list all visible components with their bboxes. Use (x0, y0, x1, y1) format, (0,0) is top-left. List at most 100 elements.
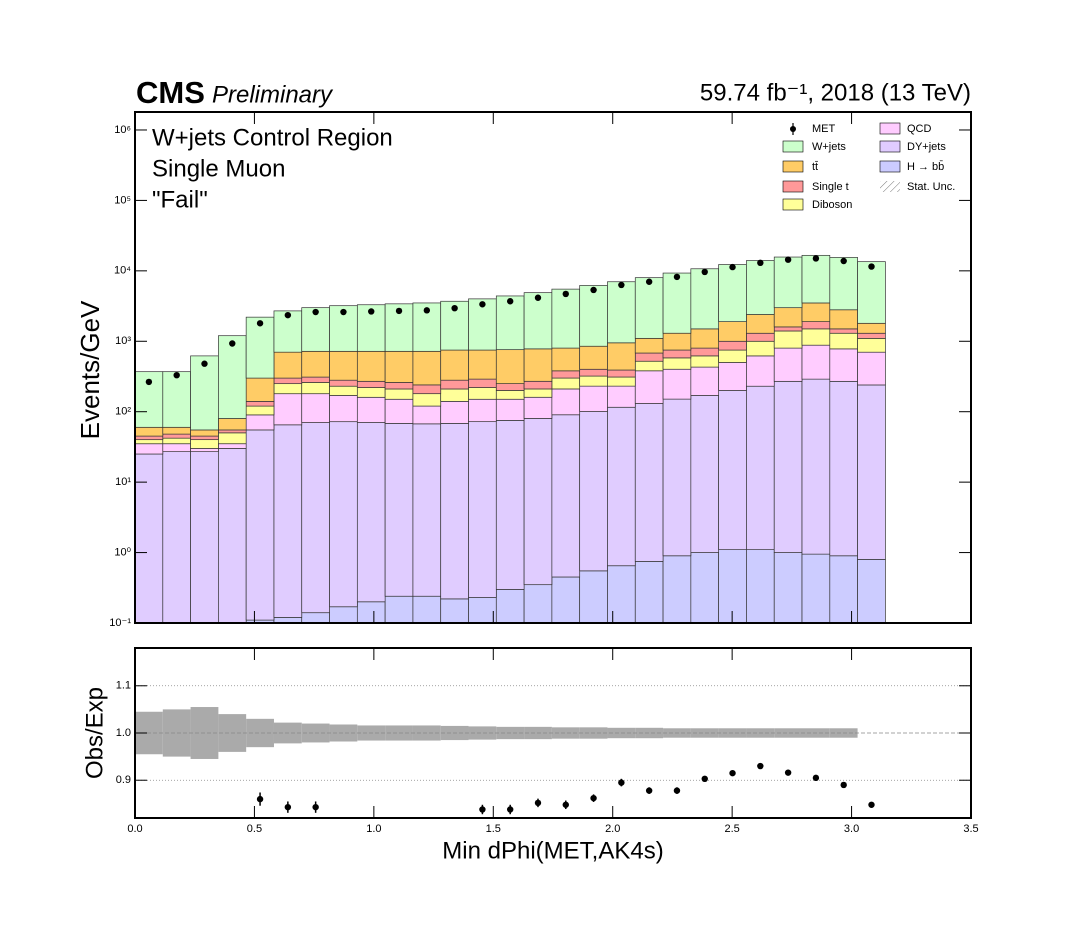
uncertainty-band (329, 724, 358, 742)
histogram-segment (857, 384, 886, 560)
histogram-segment (551, 414, 581, 578)
histogram-segment (301, 382, 330, 395)
histogram-segment (468, 398, 497, 423)
histogram-segment (412, 350, 442, 386)
histogram-segment (773, 330, 803, 349)
histogram-segment (690, 395, 719, 553)
histogram-segment (801, 553, 831, 623)
histogram-segment (746, 314, 775, 334)
histogram-segment (384, 398, 414, 424)
data-point (562, 290, 569, 298)
data-point (673, 273, 681, 281)
histogram-segment (579, 345, 608, 370)
histogram-segment (718, 349, 747, 363)
data-point (784, 256, 792, 263)
histogram-segment (273, 351, 303, 379)
uncertainty-band (690, 728, 719, 738)
data-point (256, 320, 264, 327)
legend-marker (879, 140, 901, 153)
data-point (145, 378, 153, 386)
histogram-segment (801, 344, 831, 380)
histogram-segment (829, 555, 858, 623)
ratio-point (479, 806, 486, 813)
histogram-segment (746, 549, 775, 623)
histogram-segment (551, 288, 581, 349)
histogram-segment (690, 328, 719, 349)
y-tick-label: 10⁰ (114, 546, 131, 558)
x-tick-label: 2.5 (724, 823, 739, 835)
histogram-segment (162, 371, 191, 428)
legend-marker (879, 160, 901, 173)
histogram-segment (551, 388, 581, 416)
histogram-segment (468, 421, 497, 598)
histogram-segment (801, 321, 831, 330)
annotation: W+jets Control Region (152, 124, 393, 151)
histogram-segment (523, 418, 553, 586)
histogram-segment (495, 398, 525, 421)
histogram-segment (579, 375, 608, 387)
histogram-segment (523, 348, 553, 382)
histogram-segment (301, 350, 330, 378)
histogram-segment (773, 347, 803, 382)
ratio-point (645, 787, 653, 794)
histogram-segment (801, 302, 831, 322)
ratio-point (868, 801, 875, 808)
histogram-segment (829, 332, 858, 350)
data-point (423, 307, 431, 314)
histogram-segment (440, 388, 469, 402)
histogram-segment (495, 295, 525, 351)
histogram-segment (218, 429, 247, 434)
x-tick-label: 2.0 (605, 823, 620, 835)
data-point (451, 304, 458, 312)
histogram-segment (634, 277, 664, 339)
ratio-y-axis-label: Obs/Exp (81, 687, 108, 779)
data-point (506, 298, 514, 305)
histogram-segment (135, 453, 164, 623)
histogram-segment (801, 328, 831, 346)
histogram-segment (773, 256, 803, 309)
histogram-segment (384, 350, 414, 383)
legend-label: QCD (907, 123, 932, 135)
histogram-segment (135, 426, 164, 437)
histogram-segment (523, 292, 553, 350)
histogram-segment (746, 340, 775, 357)
histogram-segment (718, 549, 747, 623)
histogram-segment (746, 260, 775, 315)
histogram-segment (746, 385, 775, 551)
data-point (229, 340, 236, 347)
plot-frame (134, 111, 972, 624)
histogram-segment (634, 370, 664, 404)
histogram-segment (662, 349, 692, 359)
histogram-segment (468, 378, 497, 388)
histogram-segment (440, 349, 469, 381)
histogram-segment (634, 352, 664, 362)
uncertainty-band (774, 728, 803, 738)
histogram-segment (523, 396, 553, 419)
legend-marker (880, 181, 900, 192)
data-point (757, 259, 764, 267)
x-tick-label: 3.5 (963, 823, 978, 835)
histogram-segment (245, 429, 275, 621)
data-point (340, 308, 347, 316)
histogram-segment (190, 448, 219, 453)
histogram-segment (829, 257, 858, 311)
histogram-segment (190, 451, 219, 623)
histogram-segment (579, 570, 608, 623)
y-axis-label: Events/GeV (75, 300, 105, 439)
histogram-segment (329, 395, 358, 423)
x-tick-label: 1.5 (486, 823, 501, 835)
ratio-point (618, 779, 625, 786)
histogram-segment (412, 405, 442, 425)
legend-marker (782, 198, 804, 211)
histogram-segment (162, 437, 191, 445)
histogram-segment (690, 552, 719, 623)
legend-marker (879, 122, 901, 135)
histogram-segment (356, 387, 386, 398)
histogram-segment (329, 350, 358, 381)
histogram-segment (135, 439, 164, 445)
histogram-segment (301, 422, 330, 614)
histogram-segment (801, 254, 831, 304)
histogram-segment (468, 597, 497, 623)
histogram-segment (718, 264, 747, 322)
